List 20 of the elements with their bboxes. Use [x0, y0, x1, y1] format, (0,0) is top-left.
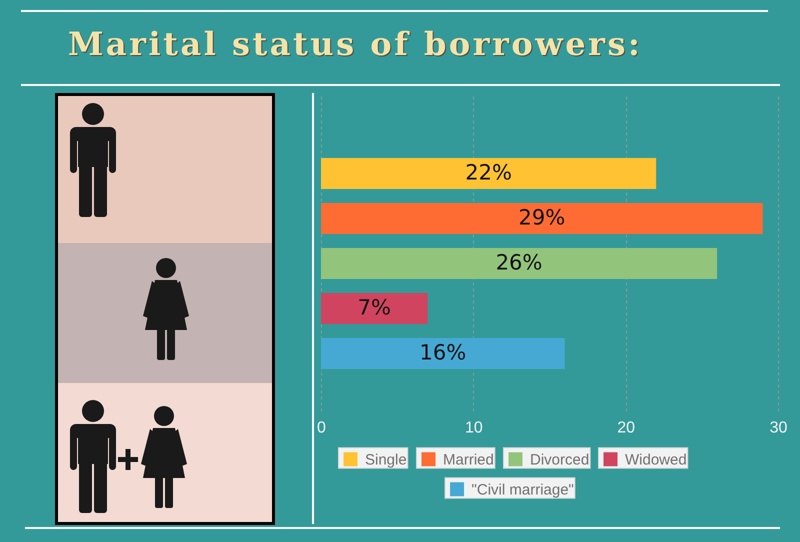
- legend-label: Divorced: [530, 451, 590, 468]
- x-tick-label: 0: [317, 420, 326, 436]
- legend-label: Married: [443, 451, 494, 468]
- data-label: 26%: [496, 250, 542, 274]
- x-tick-label: 20: [617, 420, 636, 436]
- bar: [321, 202, 763, 234]
- legend-label: "Civil marriage": [472, 481, 574, 498]
- data-label: 29%: [518, 205, 566, 230]
- x-tick-label: 30: [770, 420, 788, 436]
- bar: [321, 338, 565, 369]
- data-label: 16%: [420, 340, 466, 364]
- chart-title: Marital status of borrowers:: [68, 25, 642, 63]
- x-tick-label: 10: [464, 420, 483, 436]
- legend-label: Single: [365, 451, 407, 468]
- bar: [321, 158, 656, 189]
- data-label: 7%: [358, 295, 391, 320]
- data-label: 22%: [465, 160, 512, 184]
- legend-label: Widowed: [625, 451, 687, 468]
- bar: [321, 248, 718, 279]
- bar: [321, 292, 428, 324]
